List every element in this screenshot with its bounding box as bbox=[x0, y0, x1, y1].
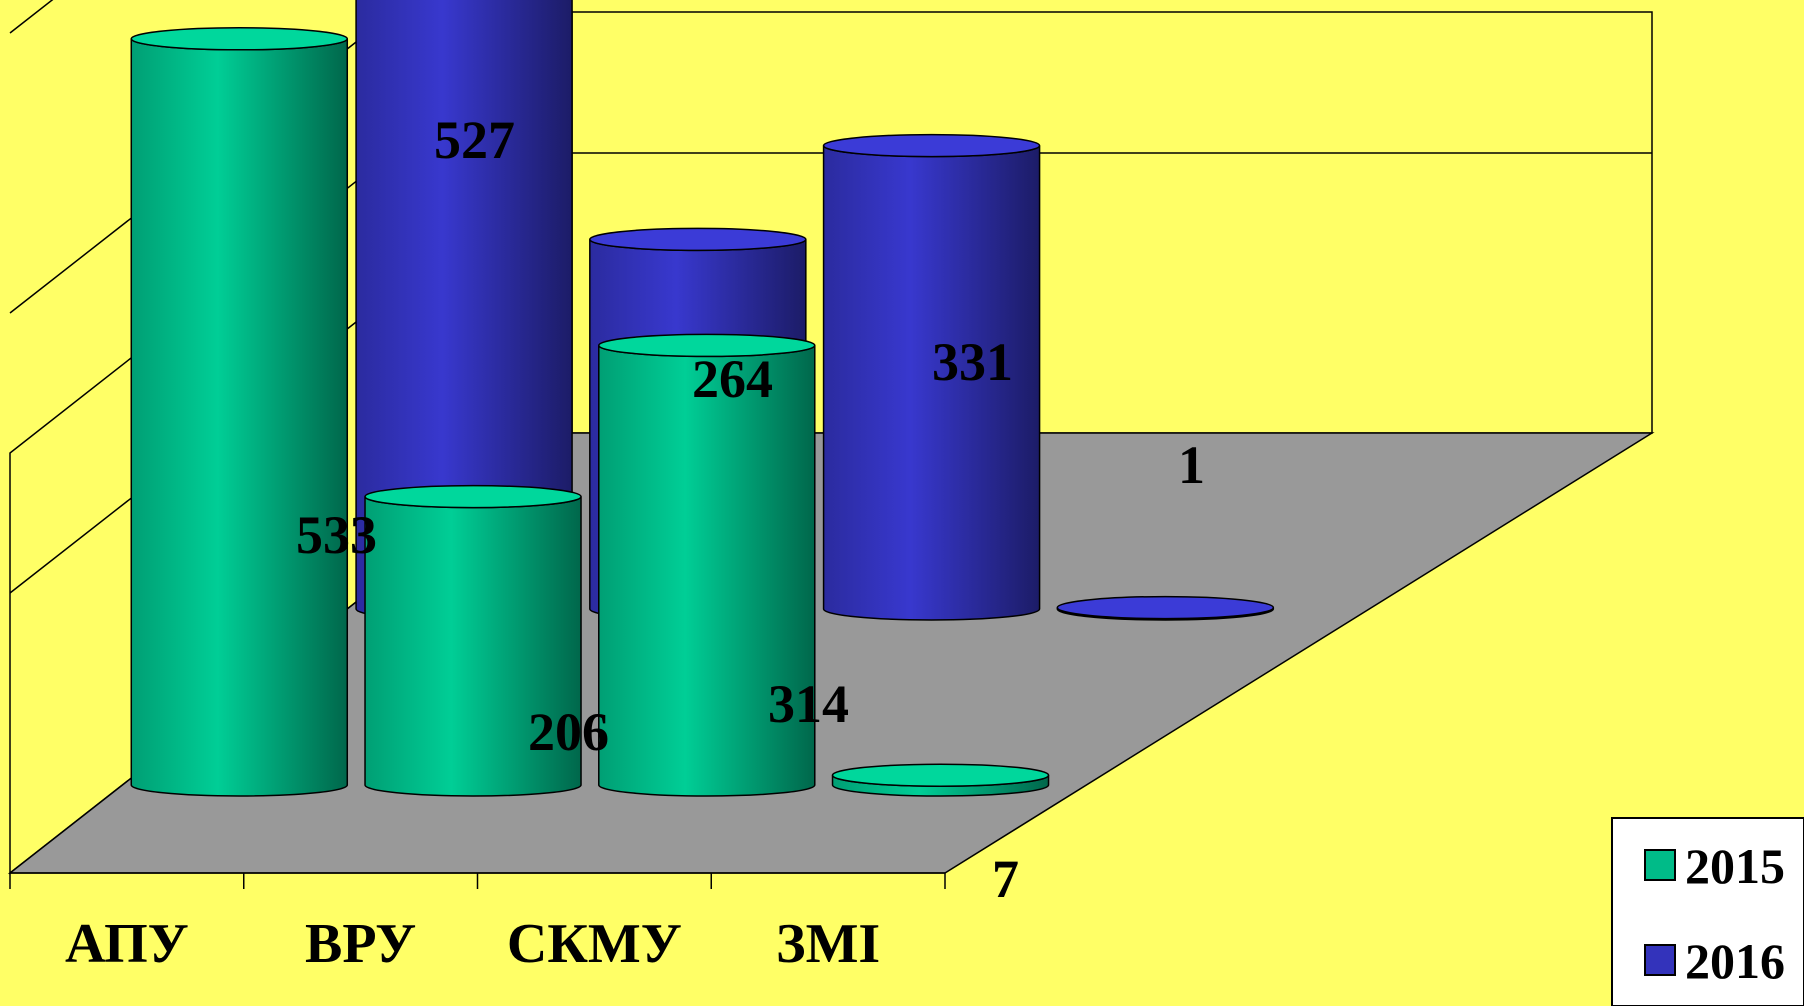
bar-2015-0 bbox=[130, 27, 349, 797]
bar-2016-2 bbox=[822, 133, 1041, 621]
category-label-3: ЗМІ bbox=[776, 913, 880, 975]
legend-label-2016: 2016 bbox=[1685, 933, 1785, 989]
data-label-2015-1: 206 bbox=[528, 702, 609, 762]
legend-label-2015: 2015 bbox=[1685, 838, 1785, 894]
chart-data-labels: 527 264 331 1 533 206 314 7 bbox=[296, 110, 1205, 909]
legend: 2015 2016 bbox=[1611, 817, 1804, 1006]
bar-2015-1 bbox=[364, 484, 582, 797]
category-label-2: СКМУ bbox=[507, 913, 682, 975]
data-label-2016-2: 331 bbox=[932, 332, 1013, 392]
data-label-2015-2: 314 bbox=[768, 674, 849, 734]
data-label-2016-0: 527 bbox=[434, 110, 515, 170]
bar-2015-2 bbox=[598, 333, 816, 797]
data-label-2016-3: 1 bbox=[1178, 435, 1205, 495]
chart-bars bbox=[130, 0, 1275, 797]
category-label-0: АПУ bbox=[65, 913, 189, 975]
legend-swatch-2016 bbox=[1644, 944, 1676, 976]
data-label-2016-1: 264 bbox=[692, 349, 773, 409]
legend-swatch-2015 bbox=[1644, 849, 1676, 881]
bar-2016-3 bbox=[1056, 595, 1275, 621]
category-label-1: ВРУ bbox=[305, 913, 416, 975]
data-label-2015-0: 533 bbox=[296, 505, 377, 565]
bar-2015-3 bbox=[831, 763, 1050, 797]
data-label-2015-3: 7 bbox=[992, 849, 1019, 909]
x-axis: АПУ ВРУ СКМУ ЗМІ bbox=[9, 872, 946, 975]
